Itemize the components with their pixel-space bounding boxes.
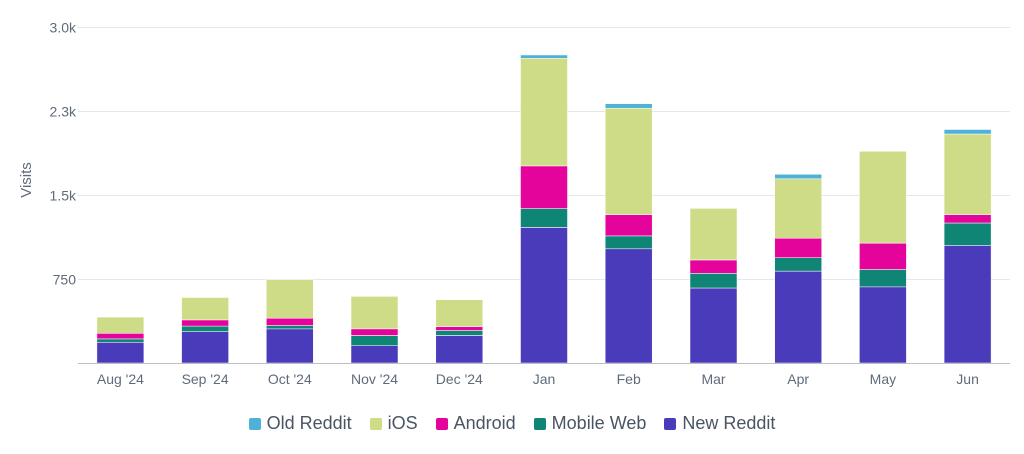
bar-segment-mobile-web-mar[interactable] [689, 273, 738, 289]
legend-swatch-android [435, 417, 448, 430]
bar-segment-mobile-web-apr[interactable] [774, 257, 822, 272]
legend-item-old-reddit[interactable]: Old Reddit [248, 413, 352, 434]
y-axis-title: Visits [18, 162, 35, 198]
bar-segment-ios-feb[interactable] [604, 107, 653, 215]
bar-segment-android-feb[interactable] [604, 214, 653, 237]
legend-swatch-old-reddit [248, 417, 261, 430]
bar-segment-ios-apr[interactable] [774, 178, 822, 239]
bar-segment-old-reddit-apr[interactable] [774, 174, 822, 180]
bar-segment-android-sep-24[interactable] [181, 319, 229, 327]
bar-segment-ios-oct-24[interactable] [266, 279, 314, 319]
bars [96, 54, 992, 364]
bar-segment-mobile-web-may[interactable] [859, 269, 907, 288]
stacked-bar-chart: 750 1.5k 2.3k 3.0k Visits Aug '24 Sep '24 Oct… [18, 20, 1010, 387]
bar-segment-ios-jun[interactable] [943, 133, 992, 215]
bar-segment-new-reddit-jan[interactable] [520, 227, 568, 364]
bar-segment-android-jan[interactable] [520, 165, 568, 209]
y-tick-label: 2.3k [50, 104, 77, 120]
legend-swatch-ios [369, 417, 382, 430]
legend-label-ios: iOS [387, 413, 418, 433]
bar-segment-android-nov-24[interactable] [350, 328, 399, 336]
y-axis-ticks: 750 1.5k 2.3k 3.0k [50, 20, 77, 288]
bar-segment-mobile-web-sep-24[interactable] [181, 325, 229, 332]
bar-segment-mobile-web-nov-24[interactable] [350, 335, 399, 346]
bar-segment-new-reddit-may[interactable] [859, 286, 907, 364]
bar-segment-new-reddit-jun[interactable] [943, 245, 992, 364]
bar-segment-mobile-web-jun[interactable] [943, 222, 992, 246]
legend-item-android[interactable]: Android [435, 413, 516, 434]
bar-segment-mobile-web-dec-24[interactable] [435, 330, 484, 336]
x-tick-label: Oct '24 [268, 371, 312, 387]
legend-item-new-reddit[interactable]: New Reddit [664, 413, 775, 434]
bar-segment-new-reddit-sep-24[interactable] [181, 331, 229, 364]
x-tick-label: Jan [533, 371, 556, 387]
x-tick-label: Apr [787, 371, 809, 387]
bar-segment-ios-may[interactable] [859, 151, 907, 244]
bar-segment-android-jun[interactable] [943, 214, 992, 224]
y-tick-label: 1.5k [50, 188, 77, 204]
bar-segment-old-reddit-jun[interactable] [943, 129, 992, 135]
bar-segment-mobile-web-oct-24[interactable] [266, 325, 314, 330]
x-tick-label: Dec '24 [436, 371, 483, 387]
bar-segment-new-reddit-oct-24[interactable] [266, 328, 314, 364]
bar-segment-ios-sep-24[interactable] [181, 297, 229, 321]
legend-swatch-mobile-web [533, 417, 546, 430]
bar-segment-android-mar[interactable] [689, 259, 738, 274]
legend-label-mobile-web: Mobile Web [551, 413, 647, 433]
bar-segment-new-reddit-dec-24[interactable] [435, 335, 484, 364]
bar-segment-new-reddit-feb[interactable] [604, 248, 653, 364]
bar-segment-ios-aug-24[interactable] [96, 316, 145, 334]
legend-label-old-reddit: Old Reddit [266, 413, 352, 433]
x-tick-label: Mar [701, 371, 725, 387]
bar-segment-mobile-web-feb[interactable] [604, 235, 653, 250]
x-tick-label: Jun [956, 371, 979, 387]
bar-segment-android-aug-24[interactable] [96, 333, 145, 340]
bar-segment-android-dec-24[interactable] [435, 326, 484, 331]
x-tick-label: May [870, 371, 896, 387]
bar-segment-new-reddit-nov-24[interactable] [350, 345, 399, 364]
legend-label-android: Android [453, 413, 516, 433]
bar-segment-new-reddit-aug-24[interactable] [96, 342, 145, 364]
bar-segment-mobile-web-aug-24[interactable] [96, 338, 145, 343]
legend-item-ios[interactable]: iOS [369, 413, 418, 434]
legend: Old Reddit iOS Android Mobile Web New Re… [0, 413, 1024, 434]
bar-segment-android-apr[interactable] [774, 237, 822, 258]
legend-label-new-reddit: New Reddit [682, 413, 776, 433]
x-tick-label: Feb [617, 371, 641, 387]
legend-item-mobile-web[interactable]: Mobile Web [533, 413, 647, 434]
legend-swatch-new-reddit [664, 417, 677, 430]
x-tick-label: Nov '24 [351, 371, 398, 387]
bar-segment-ios-nov-24[interactable] [350, 296, 399, 330]
bar-segment-ios-dec-24[interactable] [435, 299, 484, 327]
x-axis-ticks: Aug '24 Sep '24 Oct '24 Nov '24 Dec '24 Jan Fe… [97, 371, 979, 387]
x-tick-label: Aug '24 [97, 371, 144, 387]
bar-segment-ios-jan[interactable] [520, 58, 568, 167]
bar-segment-android-may[interactable] [859, 242, 907, 270]
bar-segment-new-reddit-apr[interactable] [774, 270, 822, 364]
bar-segment-android-oct-24[interactable] [266, 317, 314, 326]
y-tick-label: 750 [53, 272, 77, 288]
x-tick-label: Sep '24 [182, 371, 229, 387]
bar-segment-mobile-web-jan[interactable] [520, 208, 568, 228]
bar-segment-old-reddit-feb[interactable] [604, 103, 653, 109]
y-tick-label: 3.0k [50, 20, 77, 36]
bar-segment-ios-mar[interactable] [689, 208, 738, 261]
bar-segment-old-reddit-jan[interactable] [520, 54, 568, 59]
bar-segment-new-reddit-mar[interactable] [689, 287, 738, 364]
